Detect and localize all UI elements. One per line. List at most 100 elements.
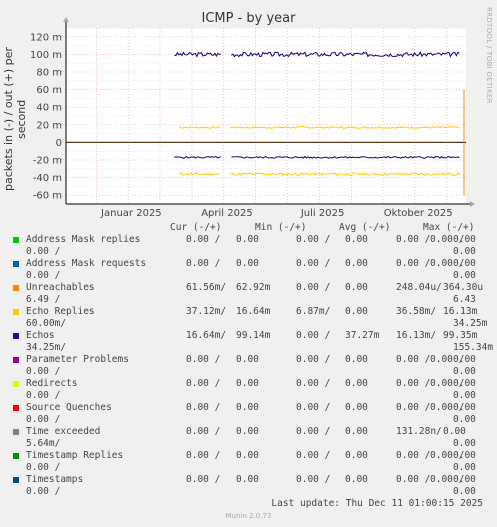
legend-min-b: 0.00: [345, 402, 368, 413]
legend-name: Unreachables: [26, 282, 95, 293]
echo-replies-out-line: [230, 125, 460, 129]
x-tick-label: Oktober 2025: [384, 208, 453, 219]
x-tick-label: April 2025: [201, 208, 252, 219]
legend-min-b: 0.00: [345, 426, 368, 437]
legend-name: Address Mask replies: [26, 234, 141, 245]
legend-swatch: [13, 333, 19, 339]
y-tick-label: 120 m: [30, 32, 62, 43]
legend-name: Address Mask requests: [26, 258, 147, 269]
legend-min-b: 0.00: [345, 474, 368, 485]
legend-cur-b: 0.00: [236, 402, 259, 413]
x-tick-label: Juli 2025: [300, 208, 344, 219]
legend-cur-a: 0.00 /: [186, 402, 221, 413]
legend-cur-cont: 0.00 /: [26, 246, 61, 257]
legend-row: Source Quenches 0.00 /0.00 0.00 /0.00 0.00 …: [0, 402, 497, 426]
legend-max-b: 0.00: [453, 474, 476, 485]
y-tick-label: -60 m: [33, 191, 62, 202]
legend-swatch: [13, 429, 19, 435]
echo-replies-in-line: [229, 171, 461, 177]
legend-avg-a: 0.00 /: [396, 234, 431, 245]
legend-avg-b: 16.13m: [443, 306, 478, 317]
legend-avg-a: 0.00 /: [396, 354, 431, 365]
legend-min-b: 37.27m: [345, 330, 380, 341]
echo-replies-in-line: [178, 172, 220, 176]
legend-cur-b: 0.00: [236, 378, 259, 389]
legend-avg-b: 0.00: [443, 426, 466, 437]
legend-max-a: 0.00 /: [430, 450, 465, 461]
legend-name: Timestamp Replies: [26, 450, 124, 461]
legend-cur-b: 0.00: [236, 258, 259, 269]
legend-cur-b: 0.00: [236, 234, 259, 245]
legend-swatch: [13, 453, 19, 459]
legend-min-a: 0.00 /: [296, 378, 331, 389]
legend-cur-cont: 34.25m/: [26, 342, 67, 353]
legend-avg-b: 99.35m: [443, 330, 478, 341]
legend-row: Echo Replies 37.12m/16.64m 6.87m/0.00 36.58…: [0, 306, 497, 330]
legend-name: Parameter Problems: [26, 354, 129, 365]
legend-name: Timestamps: [26, 474, 84, 485]
legend-row: Address Mask requests 0.00 /0.00 0.00 /0.0…: [0, 258, 497, 282]
legend-max-b: 0.00: [453, 354, 476, 365]
legend-row: Echos 16.64m/99.14m 0.00 / 37.27m 16.13m/99.…: [0, 330, 497, 354]
legend-avg-b: 364.30u: [443, 282, 484, 293]
legend-avg-a: 16.13m/: [396, 330, 437, 341]
legend-max-c: 155.34m: [453, 342, 494, 353]
legend-avg-a: 0.00 /: [396, 378, 431, 389]
legend-max-c: 0.00: [453, 390, 476, 401]
legend-cur-cont: 0.00 /: [26, 366, 61, 377]
echos-in-line: [231, 155, 460, 159]
rrdtool-credit: RRDTOOL / TOBI OETIKER: [485, 7, 493, 104]
legend-cur-a: 0.00 /: [186, 450, 221, 461]
legend-cur-b: 62.92m: [236, 282, 271, 293]
legend-min-a: 0.00 /: [296, 402, 331, 413]
y-tick-label: 60 m: [36, 85, 62, 96]
legend-min-b: 0.00: [345, 258, 368, 269]
legend-avg-a: 0.00 /: [396, 450, 431, 461]
legend-row: Redirects 0.00 /0.00 0.00 /0.00 0.00 /0.00 …: [0, 378, 497, 402]
legend-cur-cont: 0.00 /: [26, 462, 61, 473]
legend-cur-cont: 0.00 /: [26, 486, 61, 497]
legend-name: Echo Replies: [26, 306, 95, 317]
legend-avg-a: 36.58m/: [396, 306, 437, 317]
echos-out-line: [231, 51, 460, 58]
echos-out-line: [174, 51, 221, 58]
munin-version: Munin 2.0.73: [225, 512, 272, 520]
legend-name: Echos: [26, 330, 55, 341]
legend-cur-cont: 6.49 /: [26, 294, 61, 305]
legend-cur-cont: 5.64m/: [26, 438, 61, 449]
legend-avg-a: 0.00 /: [396, 474, 431, 485]
legend-swatch: [13, 285, 19, 291]
legend-swatch: [13, 357, 19, 363]
legend-min-a: 0.00 /: [296, 282, 331, 293]
legend-min-b: 0.00: [345, 306, 368, 317]
legend-cur-cont: 0.00 /: [26, 390, 61, 401]
legend-max-a: 0.00 /: [430, 258, 465, 269]
legend-avg-a: 0.00 /: [396, 258, 431, 269]
legend-header-avg: Avg (-/+): [339, 222, 391, 233]
legend-cur-b: 0.00: [236, 354, 259, 365]
legend-cur-a: 0.00 /: [186, 378, 221, 389]
legend-max-c: 0.00: [453, 486, 476, 497]
legend-max-b: 0.00: [453, 258, 476, 269]
legend-min-a: 0.00 /: [296, 234, 331, 245]
legend-cur-b: 16.64m: [236, 306, 271, 317]
legend-min-a: 0.00 /: [296, 426, 331, 437]
legend-header-cur: Cur (-/+): [170, 222, 222, 233]
legend-swatch: [13, 381, 19, 387]
legend-cur-a: 0.00 /: [186, 426, 221, 437]
legend-cur-b: 0.00: [236, 426, 259, 437]
legend-max-a: 0.00 /: [430, 354, 465, 365]
legend: Address Mask replies 0.00 /0.00 0.00 /0.00…: [0, 234, 497, 498]
legend-swatch: [13, 261, 19, 267]
legend-max-a: 0.00 /: [430, 474, 465, 485]
legend-swatch: [13, 477, 19, 483]
legend-row: Timestamps 0.00 /0.00 0.00 /0.00 0.00 /0.00…: [0, 474, 497, 498]
legend-cur-b: 99.14m: [236, 330, 271, 341]
legend-cur-b: 0.00: [236, 474, 259, 485]
legend-max-a: 0.00 /: [430, 378, 465, 389]
legend-max-c: 0.00: [453, 438, 476, 449]
y-tick-label: 100 m: [30, 50, 62, 61]
legend-max-b: 0.00: [453, 234, 476, 245]
legend-header-max: Max (-/+): [423, 222, 475, 233]
y-tick-label: 80 m: [36, 68, 62, 79]
